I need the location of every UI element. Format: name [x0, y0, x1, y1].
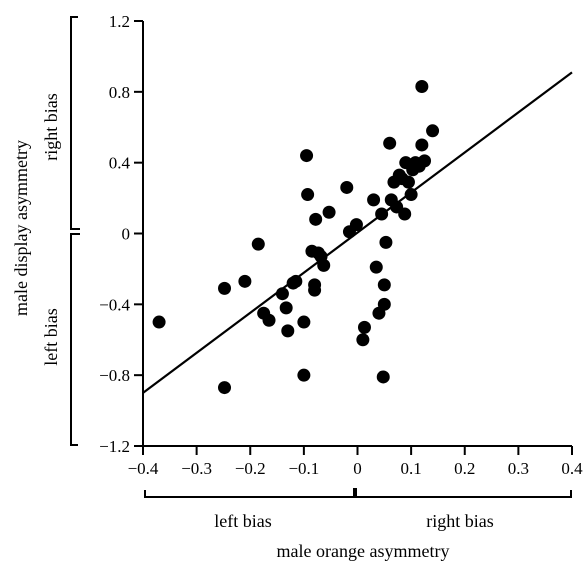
regression-line — [142, 71, 573, 394]
data-point — [375, 207, 389, 221]
y-top-bias-label: right bias — [41, 93, 61, 161]
data-point — [251, 237, 265, 251]
data-point — [367, 193, 381, 207]
data-point — [383, 136, 397, 150]
y-top-bias-bracket — [70, 16, 80, 230]
data-point — [418, 154, 432, 168]
y-bottom-bias-bracket — [70, 233, 80, 446]
data-point — [369, 260, 383, 274]
data-point — [415, 80, 429, 94]
y-ticks: −1.2 −0.8 −0.4 0 0.4 0.8 1.2 — [99, 12, 143, 456]
x-left-bias-label: left bias — [214, 511, 271, 531]
x-tick-label: 0 — [353, 459, 362, 478]
data-point — [300, 149, 314, 163]
data-point — [262, 313, 276, 327]
data-point — [218, 381, 232, 395]
x-left-bias-bracket — [144, 488, 355, 498]
x-tick-label: 0.2 — [454, 459, 475, 478]
y-bias-brackets — [70, 16, 80, 446]
data-point — [289, 274, 303, 288]
y-tick-label: −1.2 — [99, 437, 130, 456]
data-point — [297, 315, 311, 329]
x-ticks: −0.4 −0.3 −0.2 −0.1 0 0.1 0.2 0.3 0.4 — [128, 446, 583, 478]
y-tick-label: −0.4 — [99, 295, 130, 314]
data-point — [301, 188, 315, 202]
y-axis-title: male display asymmetry — [11, 140, 31, 316]
data-point — [281, 324, 295, 338]
y-tick-label: 0.8 — [109, 83, 130, 102]
x-tick-label: −0.3 — [181, 459, 212, 478]
data-point — [404, 188, 418, 202]
y-bottom-bias-label: left bias — [41, 308, 61, 365]
data-point — [309, 212, 323, 226]
data-point — [308, 283, 322, 297]
data-point — [275, 287, 289, 301]
data-point — [426, 124, 440, 138]
data-point — [415, 138, 429, 152]
y-tick-label: 0 — [122, 225, 131, 244]
x-tick-label: 0.1 — [401, 459, 422, 478]
data-points — [152, 80, 440, 395]
data-point — [340, 180, 354, 194]
data-point — [218, 281, 232, 295]
x-tick-label: −0.4 — [128, 459, 159, 478]
data-point — [152, 315, 166, 329]
x-right-bias-label: right bias — [426, 511, 494, 531]
data-point — [279, 301, 293, 315]
data-point — [317, 258, 331, 272]
x-right-bias-bracket — [355, 488, 572, 498]
data-point — [377, 278, 391, 292]
data-point — [376, 370, 390, 384]
data-point — [379, 235, 393, 249]
x-tick-label: 0.3 — [508, 459, 529, 478]
data-point — [401, 175, 415, 189]
data-point — [398, 207, 412, 221]
x-tick-label: −0.1 — [288, 459, 319, 478]
data-point — [377, 297, 391, 311]
data-point — [238, 274, 252, 288]
y-tick-label: −0.8 — [99, 366, 130, 385]
y-tick-label: 1.2 — [109, 12, 130, 31]
data-point — [297, 368, 311, 382]
data-point — [322, 205, 336, 219]
data-point — [349, 218, 363, 232]
x-axis-title: male orange asymmetry — [277, 541, 450, 561]
x-tick-label: 0.4 — [561, 459, 583, 478]
x-bias-brackets — [144, 488, 572, 498]
data-point — [356, 333, 370, 347]
y-tick-label: 0.4 — [109, 154, 131, 173]
x-tick-label: −0.2 — [235, 459, 266, 478]
data-point — [357, 320, 371, 334]
